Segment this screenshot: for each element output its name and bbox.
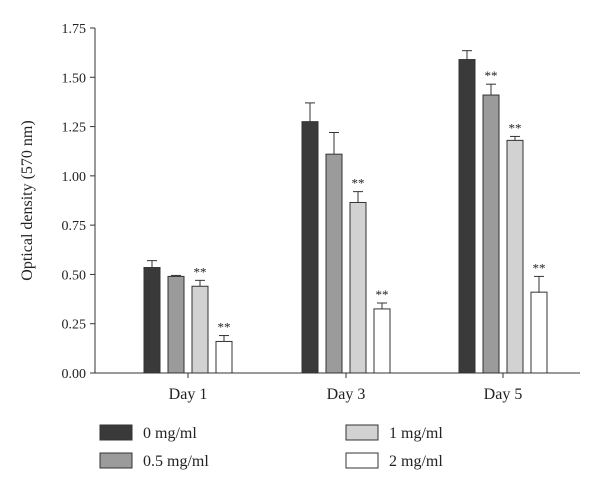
legend-swatch: [99, 424, 133, 441]
significance-label: **: [194, 264, 207, 279]
y-axis-title: Optical density (570 nm): [19, 120, 36, 280]
bar: [482, 94, 500, 374]
significance-label: **: [533, 260, 546, 275]
legend-swatch: [99, 452, 133, 469]
x-tick-label: Day 5: [484, 386, 523, 403]
bar: [458, 59, 476, 374]
legend-swatch: [345, 424, 379, 441]
plot-area: 0.00 0.25 0.50 0.75 1.00 1.25 1.50 1.75 Day 1 ** *…: [62, 22, 580, 403]
legend-label: 1 mg/ml: [389, 425, 443, 442]
x-tick-label: Day 3: [327, 386, 366, 403]
legend-label: 0.5 mg/ml: [143, 453, 209, 470]
significance-label: **: [218, 320, 231, 335]
bar: [373, 308, 391, 374]
y-tick-label: 1.00: [62, 170, 87, 185]
bar: [530, 291, 548, 374]
bar: [325, 153, 343, 374]
significance-label: **: [352, 176, 365, 191]
legend: 0 mg/ml 0.5 mg/ml 1 mg/ml 2 mg/ml: [99, 424, 443, 470]
y-tick-label: 0.00: [62, 367, 87, 382]
y-tick-label: 0.25: [62, 318, 87, 333]
y-tick-label: 0.50: [62, 268, 87, 283]
significance-label: **: [376, 287, 389, 302]
bar: [191, 285, 209, 374]
x-tick-label: Day 1: [169, 386, 208, 403]
bar: [349, 201, 367, 374]
significance-label: **: [485, 68, 498, 83]
y-tick-label: 0.75: [62, 219, 87, 234]
bar: [143, 267, 161, 374]
bar: [167, 275, 185, 374]
legend-label: 2 mg/ml: [389, 453, 443, 470]
y-tick-label: 1.75: [62, 22, 87, 37]
bar: [301, 121, 319, 374]
bar: [215, 340, 233, 374]
legend-label: 0 mg/ml: [143, 425, 197, 442]
significance-label: **: [509, 120, 522, 135]
y-tick-label: 1.50: [62, 71, 87, 86]
y-tick-label: 1.25: [62, 121, 87, 136]
legend-swatch: [345, 452, 379, 469]
bar: [506, 139, 524, 374]
